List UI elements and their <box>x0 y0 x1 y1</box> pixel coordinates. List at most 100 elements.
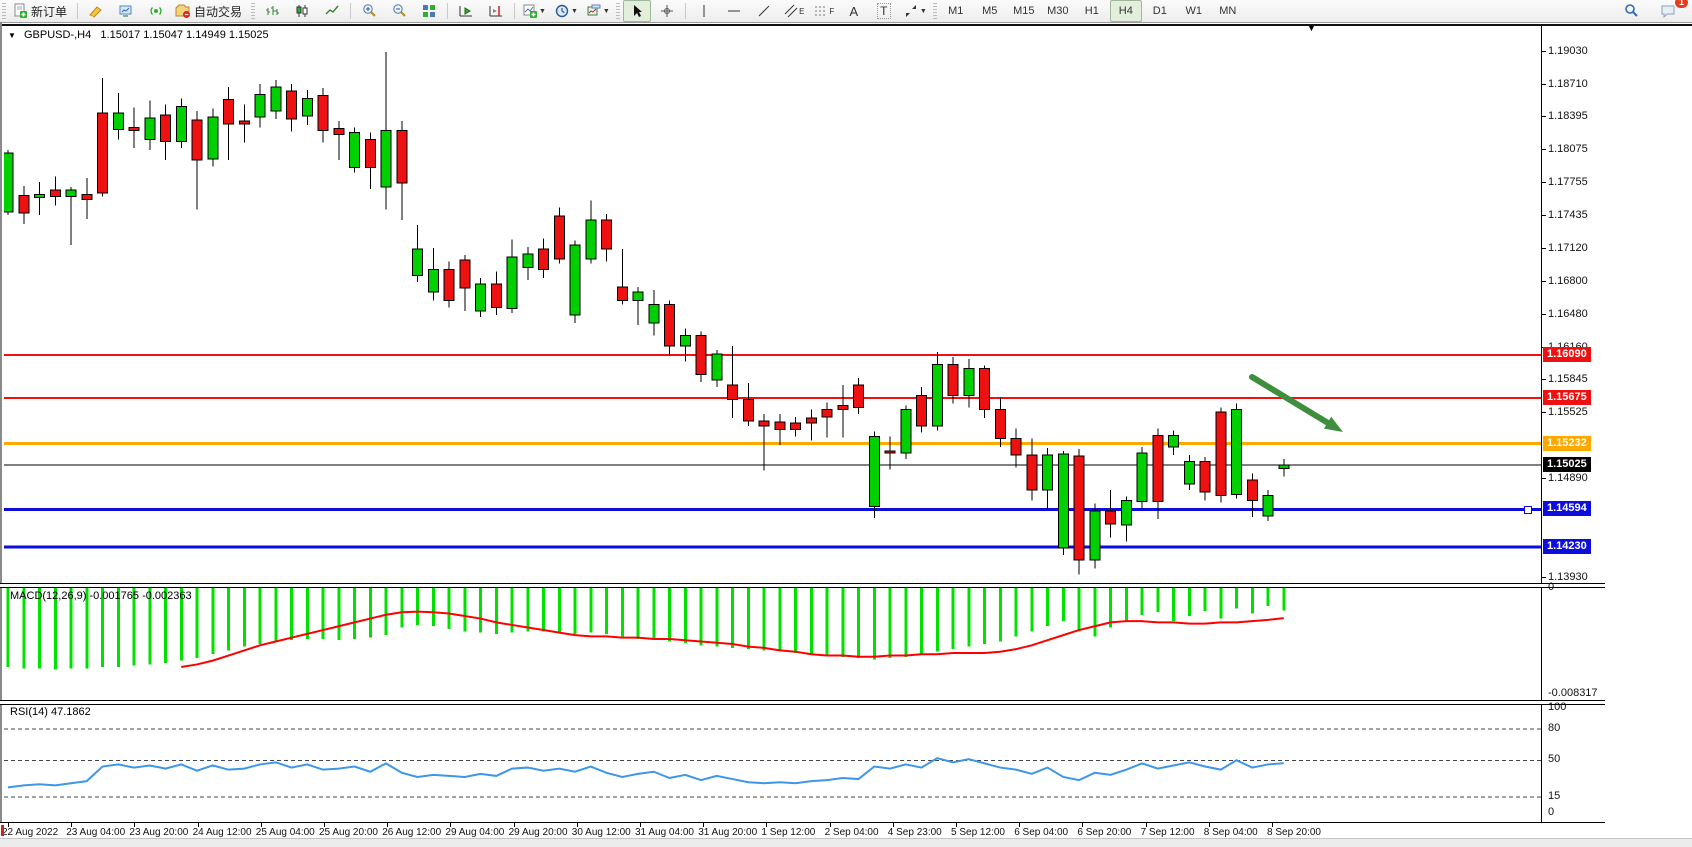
candle-body <box>490 283 502 309</box>
candle-body <box>522 253 534 268</box>
candle-body <box>144 117 156 141</box>
candle-body <box>301 97 313 117</box>
separator <box>684 3 686 19</box>
tile-windows-button[interactable] <box>415 0 443 22</box>
text-tool-button[interactable]: A <box>840 0 868 22</box>
price-tick-mark <box>1541 215 1546 217</box>
signals-button[interactable] <box>142 0 170 22</box>
time-axis[interactable]: 22 Aug 2022 23 Aug 04:00 23 Aug 20:00 24 Au… <box>0 823 1692 838</box>
clock-icon <box>555 4 569 18</box>
crosshair-tool-button[interactable] <box>653 0 681 22</box>
date-label: 1 Sep 12:00 <box>761 827 816 838</box>
candle-body <box>223 98 234 125</box>
candle-body <box>1199 460 1211 493</box>
candle-body <box>900 409 912 454</box>
candle-body <box>317 94 329 131</box>
toolbar-grip <box>615 3 620 19</box>
candle-body <box>1073 455 1085 561</box>
channel-tool-button[interactable]: E <box>780 0 808 22</box>
candle-body <box>868 436 880 508</box>
timeframe-button-m1[interactable]: M1 <box>948 5 964 17</box>
candle-body <box>1183 460 1195 485</box>
timeframe-button-m30[interactable]: M30 <box>1047 5 1069 17</box>
price-tag-1.15025: 1.15025 <box>1543 456 1591 472</box>
market-watch-button[interactable] <box>112 0 140 22</box>
indicators-button[interactable]: ▼ <box>519 0 549 22</box>
timeframe-button-m15[interactable]: M15 <box>1013 5 1035 17</box>
rsi-scale-0: 0 <box>1548 805 1555 818</box>
trendline-tool-button[interactable] <box>750 0 778 22</box>
chart-shift-button[interactable] <box>482 0 510 22</box>
price-tick-label: 1.14890 <box>1548 471 1588 484</box>
new-order-label: 新订单 <box>31 4 68 19</box>
date-tick-mark <box>1019 823 1021 827</box>
candle-chart-button[interactable] <box>288 0 316 22</box>
candle-body <box>1010 438 1022 456</box>
shapes-tool-button[interactable]: ▼ <box>900 0 930 22</box>
label-tool-button[interactable]: T <box>870 0 898 22</box>
candle-body <box>1120 499 1132 526</box>
trend-arrow-annotation[interactable] <box>1249 374 1343 432</box>
timeframe-button-h4[interactable]: H4 <box>1109 0 1142 22</box>
new-order-button[interactable]: 新订单 <box>9 0 73 22</box>
macd-pane[interactable] <box>4 586 1541 700</box>
label-tool-label: T <box>877 3 891 19</box>
price-tag-1.15675: 1.15675 <box>1543 389 1591 405</box>
date-tick-mark <box>8 823 9 827</box>
hline-tool-button[interactable] <box>720 0 748 22</box>
date-tick-mark <box>513 823 515 827</box>
styles-button[interactable] <box>82 0 110 22</box>
auto-scroll-button[interactable] <box>452 0 480 22</box>
date-label: 24 Aug 12:00 <box>192 827 252 838</box>
pane-separator[interactable] <box>0 583 1605 588</box>
timeframe-button-d1[interactable]: D1 <box>1152 5 1167 17</box>
rsi-scale-50: 50 <box>1548 753 1561 766</box>
price-tick-label: 1.18395 <box>1548 110 1588 123</box>
autotrade-button[interactable]: 自动交易 <box>172 0 248 22</box>
chart-shift-marker[interactable]: ▼ <box>1307 23 1316 33</box>
date-label: 6 Sep 04:00 <box>1014 827 1069 838</box>
price-chart-pane[interactable] <box>4 27 1541 583</box>
vline-tool-button[interactable] <box>690 0 718 22</box>
zoom-in-button[interactable] <box>355 0 383 22</box>
periods-button[interactable]: ▼ <box>551 0 581 22</box>
candle-body <box>664 304 675 347</box>
timeframe-button-m5[interactable]: M5 <box>982 5 998 17</box>
candle-body <box>963 367 975 396</box>
rsi-pane[interactable] <box>4 703 1541 822</box>
toolbar-right: 1 <box>1616 0 1688 22</box>
new-order-icon <box>14 3 27 18</box>
date-label: 8 Sep 04:00 <box>1203 827 1258 838</box>
candle-body <box>112 112 124 130</box>
timeframe-button-h1[interactable]: H1 <box>1084 5 1099 17</box>
zoom-out-button[interactable] <box>385 0 413 22</box>
candle-body <box>711 353 723 381</box>
candle-body <box>585 219 597 260</box>
collapse-arrow-icon[interactable]: ▼ <box>8 31 16 40</box>
bar-chart-button[interactable] <box>258 0 286 22</box>
candle-body <box>931 363 943 427</box>
timeframe-button-w1[interactable]: W1 <box>1185 5 1203 17</box>
cursor-icon <box>633 5 642 17</box>
candle-body <box>286 90 297 120</box>
pane-separator[interactable] <box>0 700 1605 705</box>
search-button[interactable] <box>1617 0 1645 22</box>
candle-body <box>18 194 30 214</box>
date-label: 6 Sep 20:00 <box>1077 827 1132 838</box>
candle-body <box>1057 453 1069 549</box>
autotrade-label: 自动交易 <box>194 4 243 19</box>
cursor-tool-button[interactable] <box>622 0 651 22</box>
price-tick-mark <box>1541 576 1546 578</box>
auto-scroll-icon <box>459 6 473 17</box>
fibonacci-tool-button[interactable]: F <box>810 0 838 22</box>
timeframe-button-mn[interactable]: MN <box>1219 5 1237 17</box>
chat-bubble-icon <box>1661 5 1675 19</box>
line-chart-button[interactable] <box>318 0 346 22</box>
hline-selection-handle[interactable] <box>1524 506 1532 514</box>
candle-body <box>364 139 376 168</box>
templates-button[interactable]: ▼ <box>583 0 613 22</box>
candle-body <box>679 335 691 347</box>
chat-button[interactable]: 1 <box>1655 0 1688 22</box>
price-tick-label: 1.18710 <box>1548 77 1588 90</box>
candle-body <box>160 114 171 143</box>
